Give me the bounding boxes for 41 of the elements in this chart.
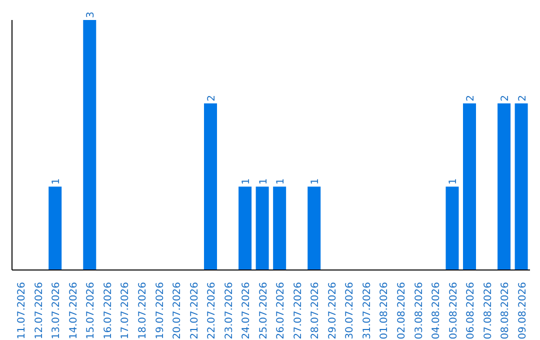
x-tick-label: 30.07.2026 <box>344 282 356 340</box>
x-tick-label: 31.07.2026 <box>362 282 373 340</box>
data-label: 1 <box>448 178 460 185</box>
data-label: 2 <box>517 94 528 102</box>
x-tick-label: 01.08.2026 <box>379 282 390 340</box>
x-tick-label: 03.08.2026 <box>414 282 425 340</box>
x-tick-label: 15.07.2026 <box>86 282 97 340</box>
x-tick-label: 17.07.2026 <box>120 282 132 340</box>
x-tick-label: 09.08.2026 <box>517 282 528 340</box>
x-tick-label: 29.07.2026 <box>327 282 338 340</box>
x-tick-label: 12.07.2026 <box>34 282 45 340</box>
x-tick-label: 26.07.2026 <box>276 282 287 340</box>
data-label: 1 <box>241 178 252 185</box>
data-label: 2 <box>206 94 218 102</box>
x-tick-label: 21.07.2026 <box>189 282 200 340</box>
x-tick-label: 27.07.2026 <box>292 282 304 340</box>
x-tick-label: 23.07.2026 <box>224 282 235 340</box>
data-label: 1 <box>51 178 62 185</box>
x-tick-label: 11.07.2026 <box>16 282 28 340</box>
data-label: 2 <box>500 94 512 102</box>
x-tick-label: 28.07.2026 <box>310 282 322 340</box>
data-label: 1 <box>276 178 287 185</box>
x-tick-label: 20.07.2026 <box>172 282 184 340</box>
x-tick-label: 08.08.2026 <box>500 282 512 340</box>
x-tick-label: 16.07.2026 <box>102 282 114 340</box>
x-tick-label: 19.07.2026 <box>154 282 166 340</box>
x-tick-label: 14.07.2026 <box>68 282 80 340</box>
x-tick-label: 13.07.2026 <box>51 282 62 340</box>
data-label: 3 <box>86 12 97 18</box>
x-tick-label: 22.07.2026 <box>206 282 218 340</box>
data-label: 2 <box>466 94 477 102</box>
x-tick-label: 25.07.2026 <box>258 282 270 340</box>
x-tick-label: 05.08.2026 <box>448 282 460 340</box>
data-label: 1 <box>258 178 270 185</box>
data-label: 1 <box>310 178 322 185</box>
x-tick-label: 06.08.2026 <box>466 282 477 340</box>
x-tick-label: 02.08.2026 <box>396 282 408 340</box>
x-tick-label: 07.08.2026 <box>482 282 494 340</box>
x-tick-label: 04.08.2026 <box>431 282 442 340</box>
x-tick-label: 24.07.2026 <box>241 282 252 340</box>
x-tick-label: 18.07.2026 <box>138 282 148 340</box>
